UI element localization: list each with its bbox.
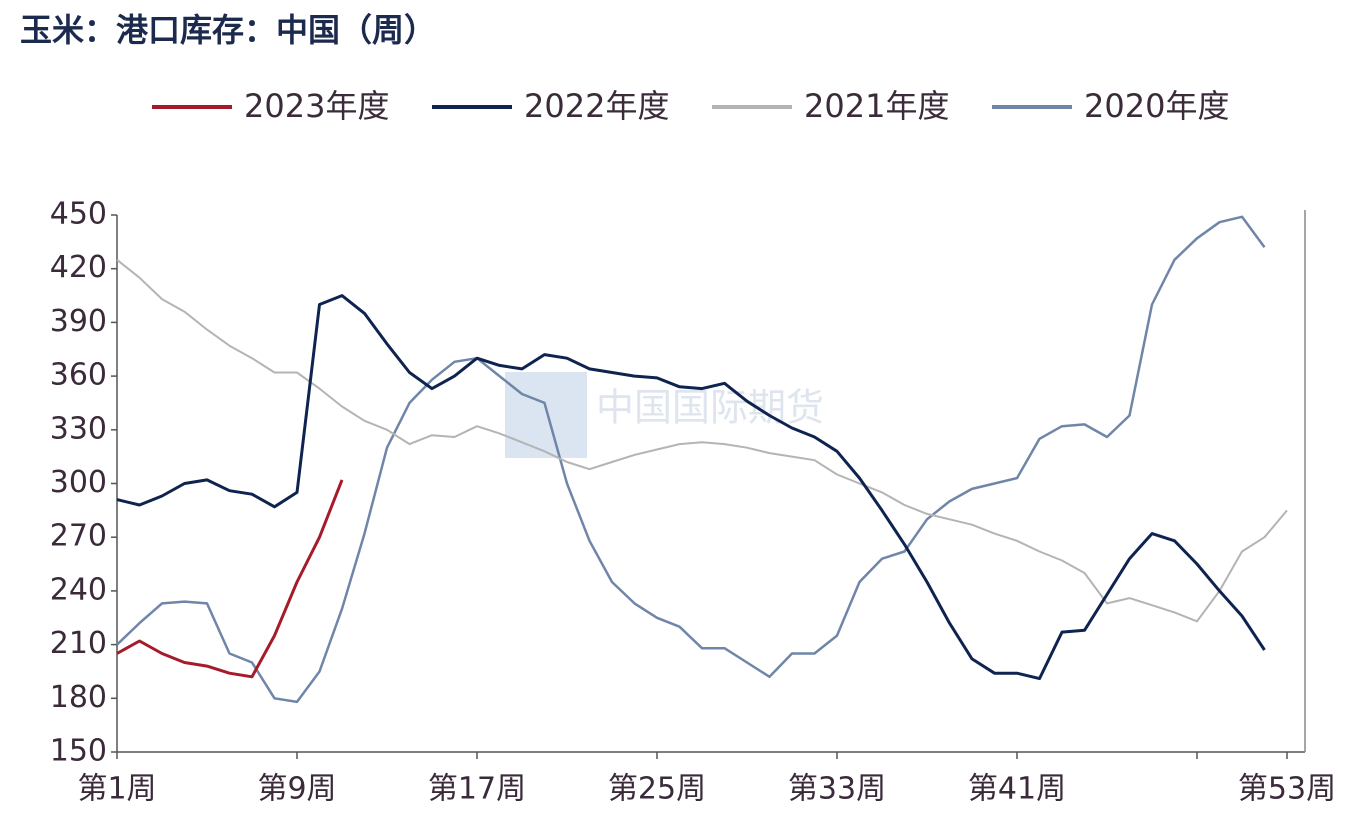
y-tick-label: 240 — [50, 572, 107, 607]
y-tick-label: 390 — [50, 304, 107, 339]
x-tick-label: 第17周 — [428, 772, 526, 807]
y-tick-label: 180 — [50, 680, 107, 715]
series-line — [116, 259, 1288, 623]
y-tick-label: 210 — [50, 626, 107, 661]
y-tick-label: 360 — [50, 358, 107, 393]
series-line — [116, 479, 344, 679]
legend-label: 2021年度 — [804, 87, 949, 125]
y-tick-label: 420 — [50, 250, 107, 285]
series-line — [116, 215, 1266, 704]
legend-label: 2020年度 — [1084, 87, 1229, 125]
x-tick-label: 第41周 — [968, 772, 1066, 807]
x-tick-label: 第53周 — [1238, 772, 1336, 807]
series-line — [116, 294, 1266, 681]
y-tick-label: 450 — [50, 197, 107, 232]
y-tick-label: 270 — [50, 519, 107, 554]
watermark-logo — [505, 372, 587, 458]
y-tick-label: 150 — [50, 734, 107, 769]
x-tick-label: 第1周 — [77, 772, 156, 807]
x-tick-label: 第25周 — [608, 772, 706, 807]
legend-label: 2022年度 — [524, 87, 669, 125]
chart-title: 玉米：港口库存：中国（周） — [20, 11, 436, 49]
legend-label: 2023年度 — [244, 87, 389, 125]
x-tick-label: 第33周 — [788, 772, 886, 807]
watermark: 中国国际期货 — [596, 386, 824, 430]
x-tick-label: 第9周 — [257, 772, 336, 807]
y-tick-label: 300 — [50, 465, 107, 500]
y-tick-label: 330 — [50, 411, 107, 446]
